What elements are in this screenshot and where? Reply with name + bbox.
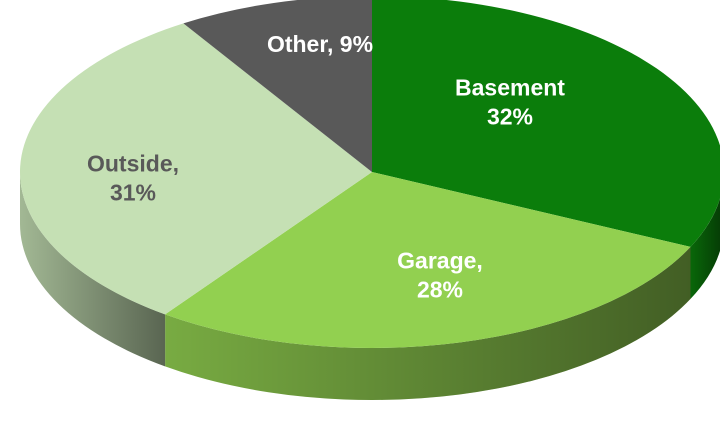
- slice: [372, 0, 720, 247]
- slice: [165, 172, 691, 348]
- slice-side-shade: [20, 172, 166, 367]
- slice-side-shade: [165, 246, 691, 400]
- data-label: 32%: [487, 104, 533, 130]
- data-label: Basement: [455, 75, 565, 101]
- data-label: Outside,: [87, 151, 179, 177]
- data-label: Garage,: [397, 248, 483, 274]
- data-label: 28%: [417, 277, 463, 303]
- data-label: 31%: [110, 180, 156, 206]
- data-label: Other, 9%: [267, 31, 373, 57]
- slice-side-shade: [690, 198, 720, 299]
- slice: [183, 0, 372, 172]
- slice: [19, 23, 372, 315]
